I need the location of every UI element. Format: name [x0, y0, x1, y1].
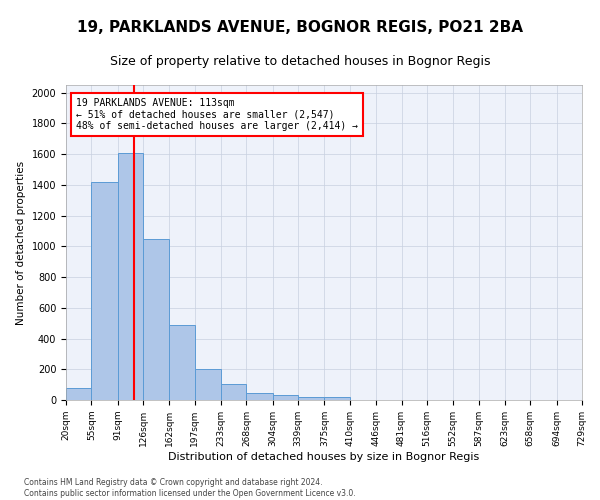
Bar — [298, 396, 325, 400]
Y-axis label: Number of detached properties: Number of detached properties — [16, 160, 26, 324]
Bar — [66, 388, 91, 400]
Bar — [195, 368, 221, 400]
Bar — [118, 152, 143, 400]
Bar — [221, 384, 247, 400]
Bar — [247, 393, 272, 400]
Text: 19 PARKLANDS AVENUE: 113sqm
← 51% of detached houses are smaller (2,547)
48% of : 19 PARKLANDS AVENUE: 113sqm ← 51% of det… — [76, 98, 358, 131]
Text: Contains HM Land Registry data © Crown copyright and database right 2024.
Contai: Contains HM Land Registry data © Crown c… — [24, 478, 356, 498]
Bar — [169, 324, 195, 400]
Bar — [91, 182, 118, 400]
Text: Size of property relative to detached houses in Bognor Regis: Size of property relative to detached ho… — [110, 55, 490, 68]
Bar — [143, 238, 169, 400]
X-axis label: Distribution of detached houses by size in Bognor Regis: Distribution of detached houses by size … — [169, 452, 479, 462]
Text: 19, PARKLANDS AVENUE, BOGNOR REGIS, PO21 2BA: 19, PARKLANDS AVENUE, BOGNOR REGIS, PO21… — [77, 20, 523, 35]
Bar — [272, 394, 298, 400]
Bar — [325, 397, 350, 400]
